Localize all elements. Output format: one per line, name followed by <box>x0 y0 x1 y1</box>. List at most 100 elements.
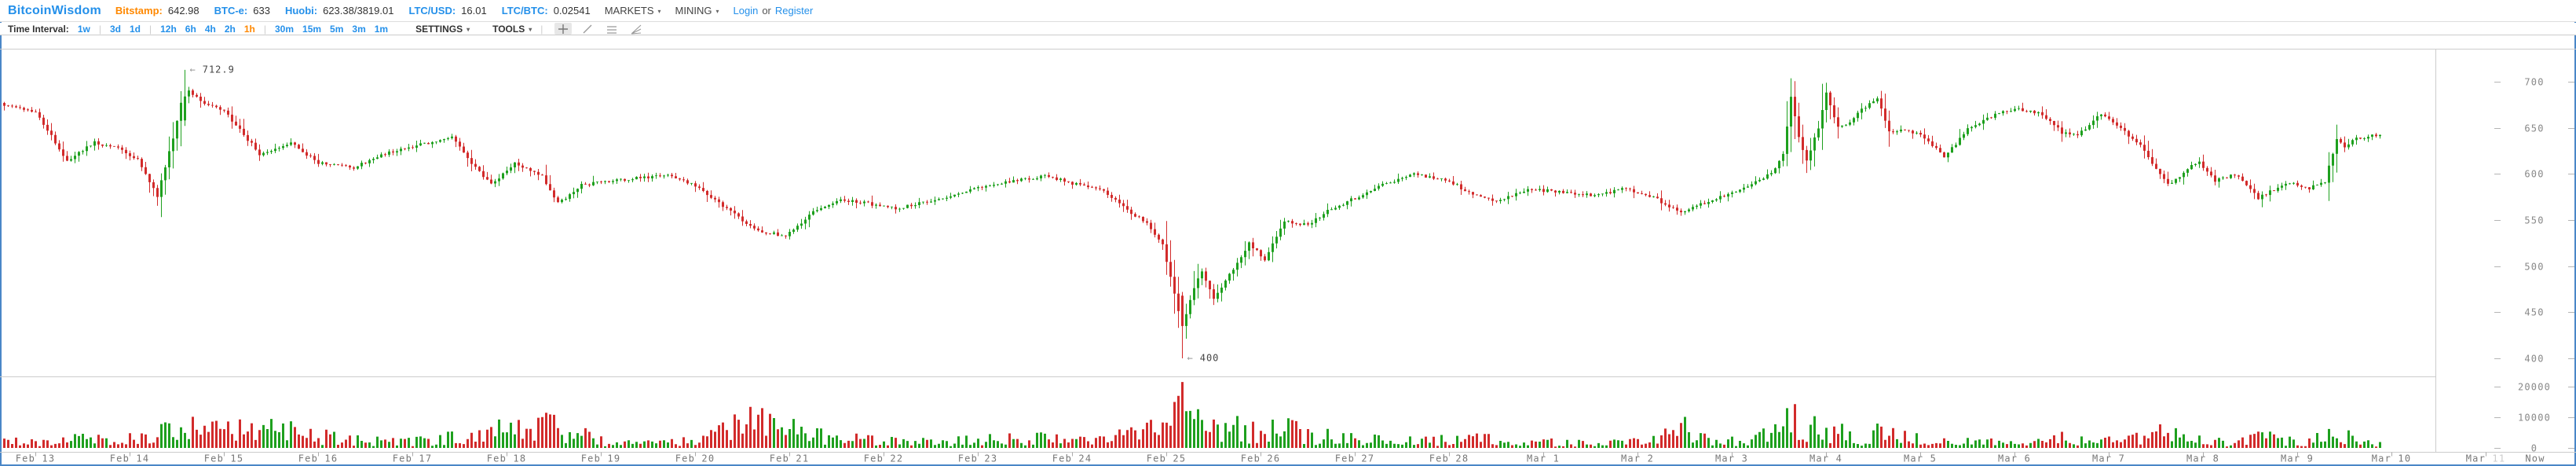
axis-label: Feb 24 <box>1052 453 1092 464</box>
axis-label: Mar 2 <box>1621 453 1654 464</box>
axis-label: 600 <box>2524 169 2544 180</box>
axis-label: Mar 5 <box>1904 453 1937 464</box>
axis-label: 20000 <box>2518 382 2551 393</box>
candle-bodies-up <box>70 90 2381 326</box>
register-link[interactable]: Register <box>774 5 814 17</box>
settings-label: SETTINGS <box>415 23 463 35</box>
interval-3m[interactable]: 3m <box>352 23 366 35</box>
auth-links: Login or Register <box>734 5 814 17</box>
caret-down-icon: ▾ <box>715 8 719 15</box>
ticker-value: 0.02541 <box>553 5 591 17</box>
menu-label: MINING <box>675 5 712 17</box>
crosshair-icon[interactable] <box>554 23 573 35</box>
axis-label: Feb 13 <box>16 453 56 464</box>
tools-label: TOOLS <box>492 23 525 35</box>
interval-6h[interactable]: 6h <box>185 23 196 35</box>
axis-label: Feb 18 <box>487 453 527 464</box>
brand-logo[interactable]: BitcoinWisdom <box>8 3 101 17</box>
axis-label: 10000 <box>2518 413 2551 424</box>
interval-1w[interactable]: 1w <box>77 23 90 35</box>
candle-bodies-down <box>3 90 2377 326</box>
axis-label: 650 <box>2524 123 2544 134</box>
interval-selector: 1w | 3d 1d | 12h 6h 4h 2h 1h | 30m 15m 5m 3m 1m <box>78 24 388 35</box>
toolbar-separator: | <box>263 23 266 35</box>
ticker-value: 623.38/3819.01 <box>323 5 394 17</box>
settings-menu[interactable]: SETTINGS ▾ <box>415 24 470 35</box>
axis-label: 0 <box>2531 443 2538 454</box>
interval-3d[interactable]: 3d <box>109 23 121 35</box>
volume-bars-up <box>70 408 2381 448</box>
login-link[interactable]: Login <box>733 5 759 17</box>
menu-mining[interactable]: MINING ▾ <box>675 5 719 17</box>
axis-label: Feb 22 <box>864 453 904 464</box>
chart-toolbar: Time Interval: 1w | 3d 1d | 12h 6h 4h 2h 1h | 30m 15… <box>0 23 2576 35</box>
axis-label: Mar 8 <box>2186 453 2219 464</box>
caret-down-icon: ▾ <box>467 26 470 33</box>
header-menus: MARKETS ▾ MINING ▾ <box>605 5 719 17</box>
caret-down-icon: ▾ <box>529 26 532 33</box>
ticker-strip: Bitstamp: 642.98 BTC-e: 633 Huobi: 623.38/381… <box>115 5 591 17</box>
axis-label: 450 <box>2524 307 2544 318</box>
toolbar-separator: | <box>98 23 101 35</box>
auth-separator: or <box>762 5 771 17</box>
axis-label: Mar 7 <box>2092 453 2125 464</box>
axis-label: Feb 17 <box>393 453 433 464</box>
axis-label: Feb 19 <box>581 453 621 464</box>
axis-label: 500 <box>2524 262 2544 273</box>
ticker-ltc-usd[interactable]: LTC/USD: 16.01 <box>408 5 486 17</box>
header-bar: BitcoinWisdom Bitstamp: 642.98 BTC-e: 633 Hu… <box>0 0 2576 22</box>
price-volume-chart[interactable]: 700 650 600 550 500 450 400 20000 10000 0 Feb 13 Fe… <box>0 49 2576 466</box>
caret-down-icon: ▾ <box>657 8 661 15</box>
axis-label: Feb 16 <box>298 453 338 464</box>
axis-label: Feb 26 <box>1241 453 1281 464</box>
horizontal-lines-icon[interactable] <box>603 23 620 35</box>
interval-1m[interactable]: 1m <box>374 23 389 35</box>
interval-2h[interactable]: 2h <box>224 23 236 35</box>
ticker-value: 633 <box>253 5 270 17</box>
interval-15m[interactable]: 15m <box>302 23 322 35</box>
high-price-annotation: ← 712.9 <box>190 64 235 75</box>
axis-label: Feb 21 <box>770 453 810 464</box>
axis-label: Feb 15 <box>204 453 244 464</box>
axis-label: Mar 3 <box>1715 453 1748 464</box>
ticker-label: Bitstamp: <box>115 5 163 17</box>
axis-label: Mar 6 <box>1998 453 2031 464</box>
axis-label-future: Mar 11 <box>2466 453 2506 464</box>
axis-label: Mar 4 <box>1809 453 1842 464</box>
interval-12h[interactable]: 12h <box>160 23 177 35</box>
ticker-bitstamp[interactable]: Bitstamp: 642.98 <box>115 5 199 17</box>
axis-label: Feb 28 <box>1429 453 1469 464</box>
axis-label: Feb 27 <box>1335 453 1375 464</box>
ticker-value: 16.01 <box>461 5 487 17</box>
ticker-label: Huobi: <box>284 5 318 17</box>
interval-1h[interactable]: 1h <box>243 23 255 35</box>
low-price-annotation: ← 400 <box>1187 352 1220 363</box>
ticker-label: LTC/BTC: <box>501 5 548 17</box>
volume-bars-down <box>3 382 2377 448</box>
ticker-label: LTC/USD: <box>408 5 456 17</box>
ticker-label: BTC-e: <box>214 5 248 17</box>
axis-label: 700 <box>2524 77 2544 88</box>
interval-30m[interactable]: 30m <box>274 23 295 35</box>
interval-5m[interactable]: 5m <box>330 23 344 35</box>
time-interval-label: Time Interval: <box>8 23 69 35</box>
ticker-huobi[interactable]: Huobi: 623.38/3819.01 <box>285 5 394 17</box>
axis-label: Feb 14 <box>110 453 150 464</box>
drawing-tools <box>554 23 645 35</box>
toolbar-separator: | <box>148 23 152 35</box>
menu-markets[interactable]: MARKETS ▾ <box>605 5 661 17</box>
ticker-btc-e[interactable]: BTC-e: 633 <box>214 5 270 17</box>
fan-lines-icon[interactable] <box>628 23 645 35</box>
ticker-value: 642.98 <box>167 5 199 17</box>
toolbar-separator: | <box>540 23 543 35</box>
trendline-icon[interactable] <box>579 23 596 35</box>
ticker-ltc-btc[interactable]: LTC/BTC: 0.02541 <box>502 5 591 17</box>
interval-1d[interactable]: 1d <box>129 23 141 35</box>
menu-label: MARKETS <box>604 5 654 17</box>
axis-label: 550 <box>2524 215 2544 226</box>
axis-label: Mar 9 <box>2281 453 2314 464</box>
interval-4h[interactable]: 4h <box>204 23 216 35</box>
axis-label: 400 <box>2524 354 2544 365</box>
tools-menu[interactable]: TOOLS ▾ <box>492 24 532 35</box>
